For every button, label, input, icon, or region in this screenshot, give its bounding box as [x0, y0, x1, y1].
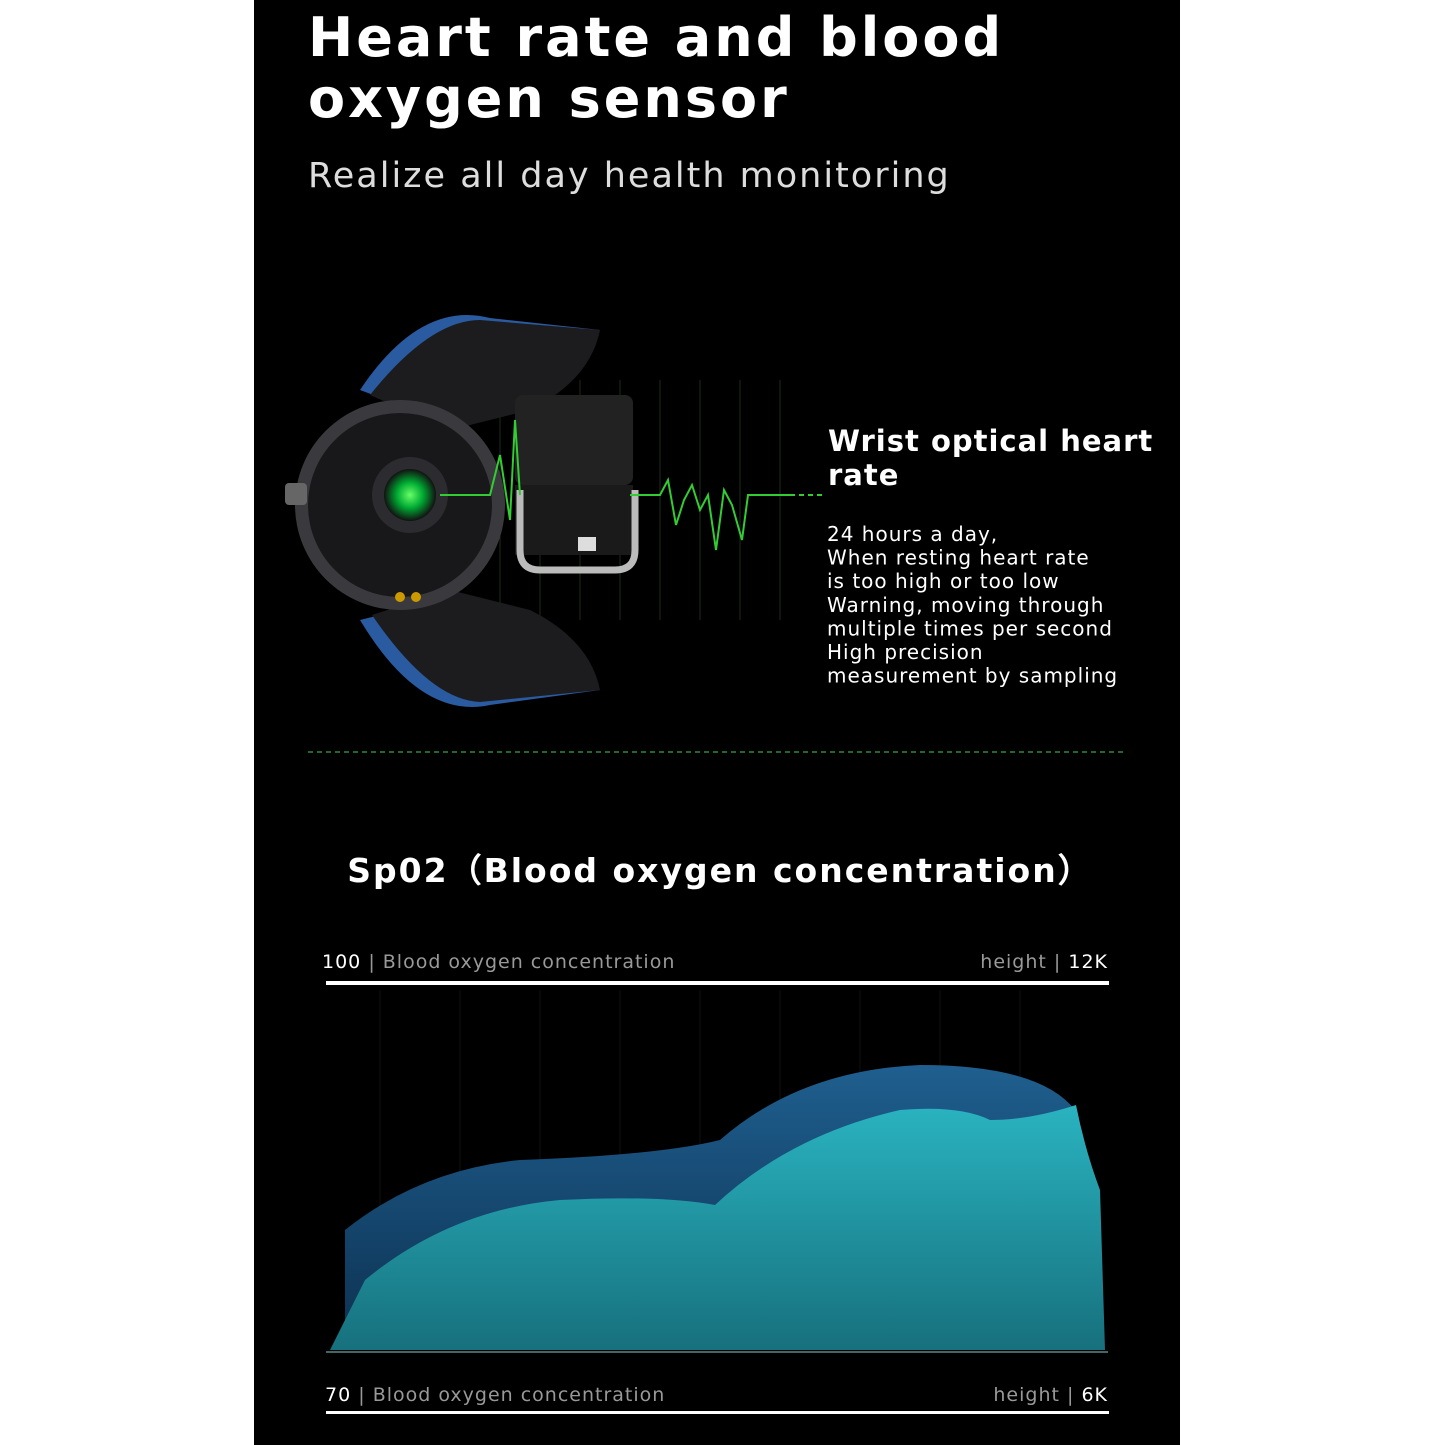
title: oxygen sensor	[308, 67, 790, 130]
axis-label: height | 6K	[993, 1384, 1108, 1406]
feature-line: When resting heart rate	[827, 546, 1090, 570]
feature-body: 24 hours a day,When resting heart rateis…	[827, 522, 1118, 688]
chart-illustration	[326, 990, 1108, 1353]
rule	[326, 981, 1109, 985]
feature-line: Warning, moving through	[827, 593, 1104, 617]
feature-line: High precision	[827, 640, 984, 664]
title: Heart rate and blood	[308, 6, 1004, 69]
feature-line: is too high or too low	[827, 569, 1060, 593]
feature-line: multiple times per second	[827, 616, 1113, 640]
feature-line: 24 hours a day,	[827, 522, 998, 546]
subtitle: Realize all day health monitoring	[308, 156, 951, 196]
rule	[326, 1411, 1109, 1414]
feature-heading: rate	[828, 458, 899, 492]
feature-heading: Wrist optical heart	[828, 424, 1153, 458]
feature-line: measurement by sampling	[827, 664, 1118, 688]
axis-label: 100 | Blood oxygen concentration	[322, 951, 675, 973]
section-title: Sp02（Blood oxygen concentration）	[347, 851, 1092, 890]
axis-label: 70 | Blood oxygen concentration	[325, 1384, 665, 1406]
axis-label: height | 12K	[980, 951, 1108, 973]
watch-illustration	[285, 315, 822, 707]
